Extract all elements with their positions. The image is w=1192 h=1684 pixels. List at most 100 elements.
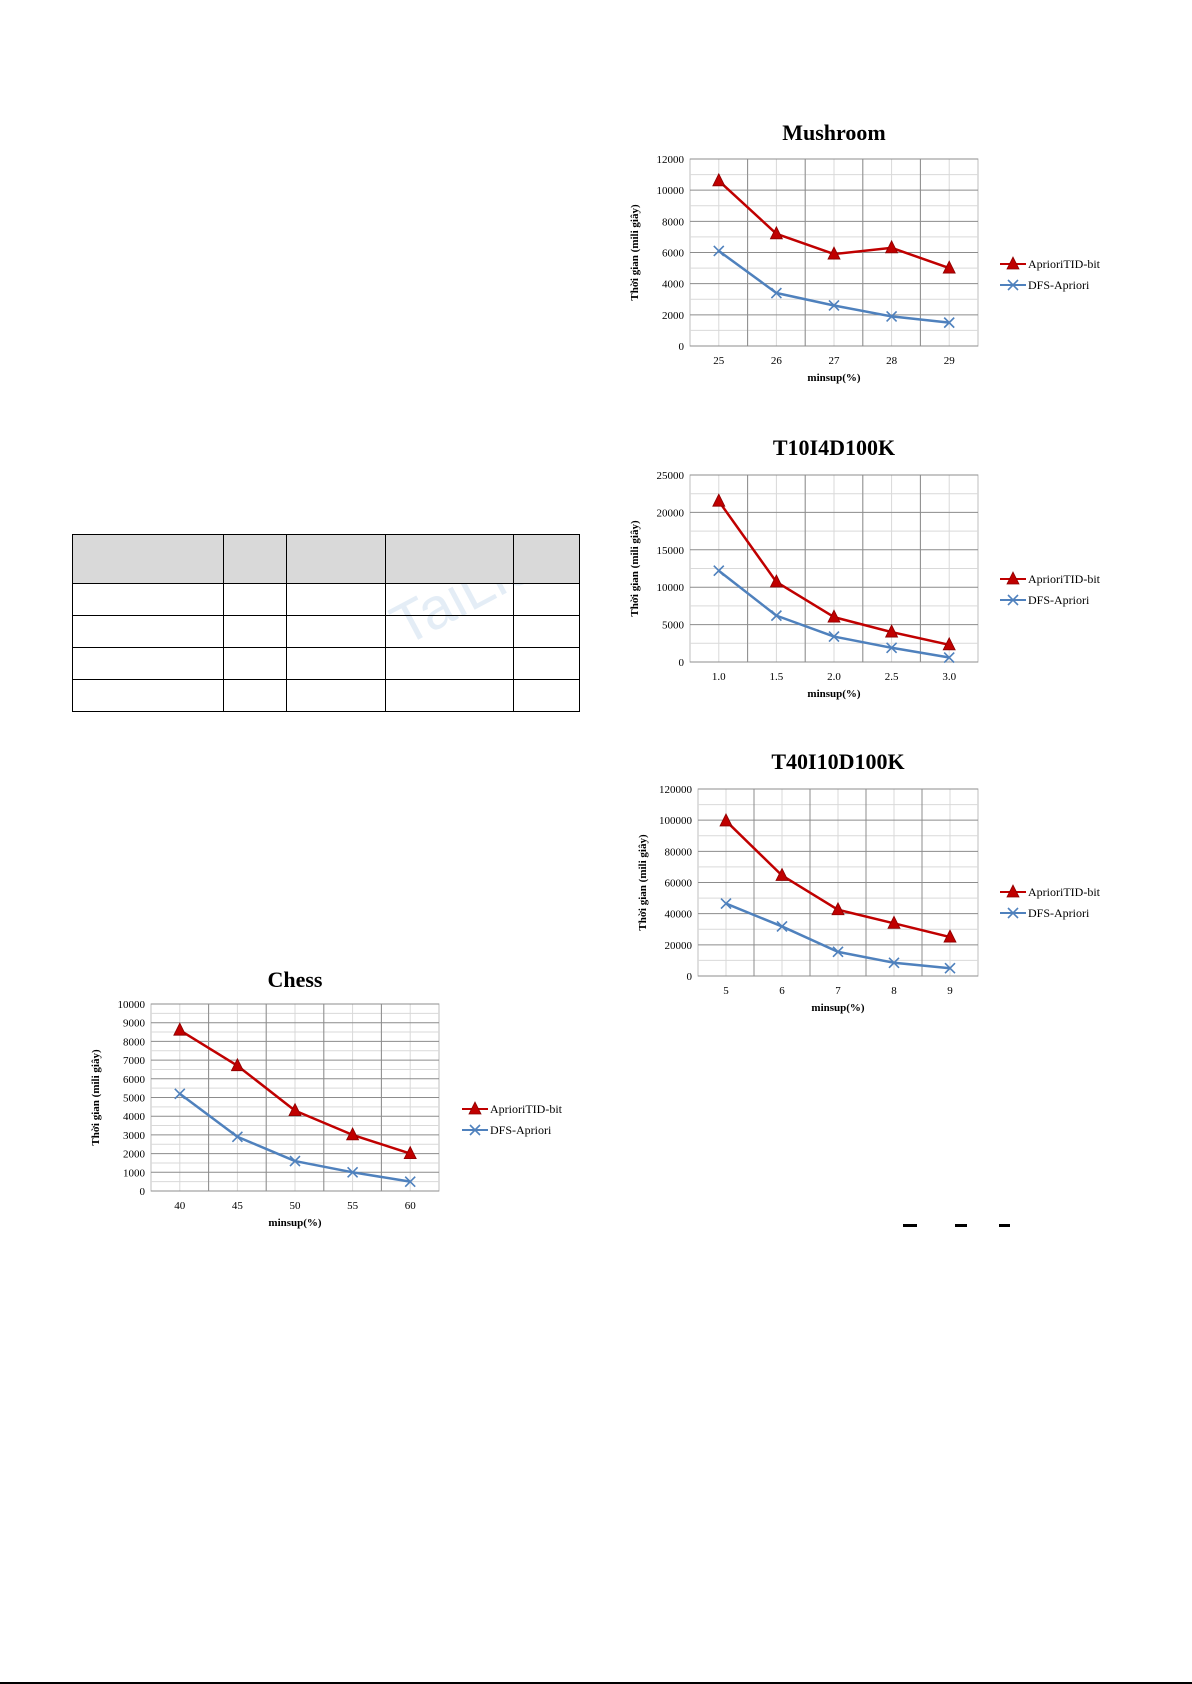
t10i4d100k-chart: T10I4D100K 0 5000 10000 15000 20000 25000 1.0 1.… xyxy=(620,427,1140,717)
x-marker xyxy=(289,1155,301,1167)
y-axis-label: Thời gian (mili giây) xyxy=(629,204,641,301)
x-marker xyxy=(886,310,898,322)
table-cell xyxy=(223,615,287,648)
table-row xyxy=(72,615,580,648)
chart-title: T40I10D100K xyxy=(771,749,904,774)
table-header-row xyxy=(72,534,580,584)
x-axis-label: minsup(%) xyxy=(807,372,861,384)
x-marker xyxy=(770,287,782,299)
x-axis-label: minsup(%) xyxy=(268,1217,322,1229)
triangle-marker xyxy=(769,225,784,240)
triangle-marker xyxy=(884,239,899,254)
table-row xyxy=(72,679,580,712)
x-marker xyxy=(347,1166,359,1178)
x-marker xyxy=(944,962,956,974)
x-tick-label: 45 xyxy=(232,1200,244,1212)
chart-title: Mushroom xyxy=(782,120,886,145)
x-tick-label: 8 xyxy=(891,985,897,997)
chart-title: T10I4D100K xyxy=(773,435,895,460)
y-tick-label: 20000 xyxy=(665,940,693,952)
x-tick-label: 55 xyxy=(347,1200,359,1212)
x-tick-label: 2.0 xyxy=(827,671,841,683)
table-cell xyxy=(286,647,386,680)
data-table xyxy=(72,534,580,712)
table-cell xyxy=(385,679,514,712)
y-tick-label: 8000 xyxy=(123,1036,146,1048)
x-axis-label: minsup(%) xyxy=(807,688,861,700)
table-cell xyxy=(513,679,580,712)
triangle-marker xyxy=(887,915,901,929)
x-marker xyxy=(828,299,840,312)
x-marker xyxy=(404,1176,416,1188)
x-marker xyxy=(713,565,725,577)
table-cell xyxy=(513,647,580,680)
legend-label: DFS-Apriori xyxy=(1028,906,1090,920)
t40i10d100k-chart: T40I10D100K 0 20000 40000 60000 80000 100000 12… xyxy=(620,742,1140,1032)
x-tick-label: 1.5 xyxy=(770,671,784,683)
triangle-marker xyxy=(831,901,845,916)
x-marker xyxy=(720,897,732,910)
triangle-marker xyxy=(827,246,841,260)
chart-svg: T40I10D100K 0 20000 40000 60000 80000 100000 12… xyxy=(637,749,1101,1014)
table-cell xyxy=(223,647,287,680)
triangle-marker xyxy=(769,574,784,588)
x-marker xyxy=(231,1131,243,1143)
y-axis-label: Thời gian (mili giây) xyxy=(90,1049,102,1146)
y-tick-label: 10000 xyxy=(657,185,685,197)
triangle-marker xyxy=(712,493,726,507)
y-tick-label: 5000 xyxy=(662,620,685,632)
chart-svg: Chess 0 1000 2000 3000 4000 5000 6000 7000 8000 90… xyxy=(90,967,563,1229)
y-tick-label: 3000 xyxy=(123,1130,146,1142)
mushroom-chart: Mushroom 0 2000 4000 6000 8000 10000 12000 25 26 2… xyxy=(620,112,1140,402)
chart-svg: T10I4D100K 0 5000 10000 15000 20000 25000 1.0 1.… xyxy=(629,435,1101,700)
decorative-dash xyxy=(955,1224,967,1227)
triangle-marker xyxy=(942,636,956,651)
x-marker xyxy=(828,631,840,643)
x-tick-label: 50 xyxy=(290,1200,302,1212)
table-cell xyxy=(223,679,287,712)
table-cell xyxy=(385,534,514,584)
x-marker xyxy=(1007,594,1019,606)
page-bottom-rule xyxy=(0,1682,1192,1684)
x-tick-label: 25 xyxy=(713,355,725,367)
y-tick-label: 7000 xyxy=(123,1055,146,1067)
x-marker xyxy=(776,920,788,933)
y-tick-label: 1000 xyxy=(123,1167,146,1179)
y-tick-label: 10000 xyxy=(118,999,146,1011)
triangle-marker xyxy=(345,1127,360,1141)
table-cell xyxy=(385,583,514,616)
x-marker xyxy=(174,1088,186,1100)
y-tick-label: 15000 xyxy=(657,545,685,557)
table-cell xyxy=(286,534,386,584)
x-marker xyxy=(469,1124,481,1136)
x-tick-label: 6 xyxy=(779,985,785,997)
x-tick-label: 9 xyxy=(947,985,953,997)
triangle-marker xyxy=(943,929,957,943)
y-tick-label: 25000 xyxy=(657,470,685,482)
table-cell xyxy=(72,615,224,648)
x-tick-label: 27 xyxy=(829,355,841,367)
x-axis-label: minsup(%) xyxy=(811,1002,865,1014)
x-marker xyxy=(943,651,955,664)
table-cell xyxy=(72,679,224,712)
chess-chart: Chess 0 1000 2000 3000 4000 5000 6000 7000 8000 90… xyxy=(90,960,610,1250)
legend-label: AprioriTID-bit xyxy=(1028,257,1101,271)
table-row xyxy=(72,647,580,680)
y-tick-label: 0 xyxy=(679,341,685,353)
y-tick-label: 80000 xyxy=(665,846,693,858)
table-cell xyxy=(513,615,580,648)
x-marker xyxy=(1007,907,1019,919)
x-tick-label: 28 xyxy=(886,355,898,367)
x-marker xyxy=(888,957,900,969)
y-tick-label: 9000 xyxy=(123,1018,146,1030)
x-marker xyxy=(713,245,725,257)
legend-label: AprioriTID-bit xyxy=(490,1102,563,1116)
table-cell xyxy=(72,534,224,584)
x-tick-label: 5 xyxy=(723,985,729,997)
table-cell xyxy=(286,615,386,648)
y-tick-label: 12000 xyxy=(657,154,685,166)
triangle-marker xyxy=(1006,571,1020,585)
triangle-marker xyxy=(1006,256,1020,270)
decorative-dash xyxy=(903,1224,917,1227)
legend-label: AprioriTID-bit xyxy=(1028,572,1101,586)
